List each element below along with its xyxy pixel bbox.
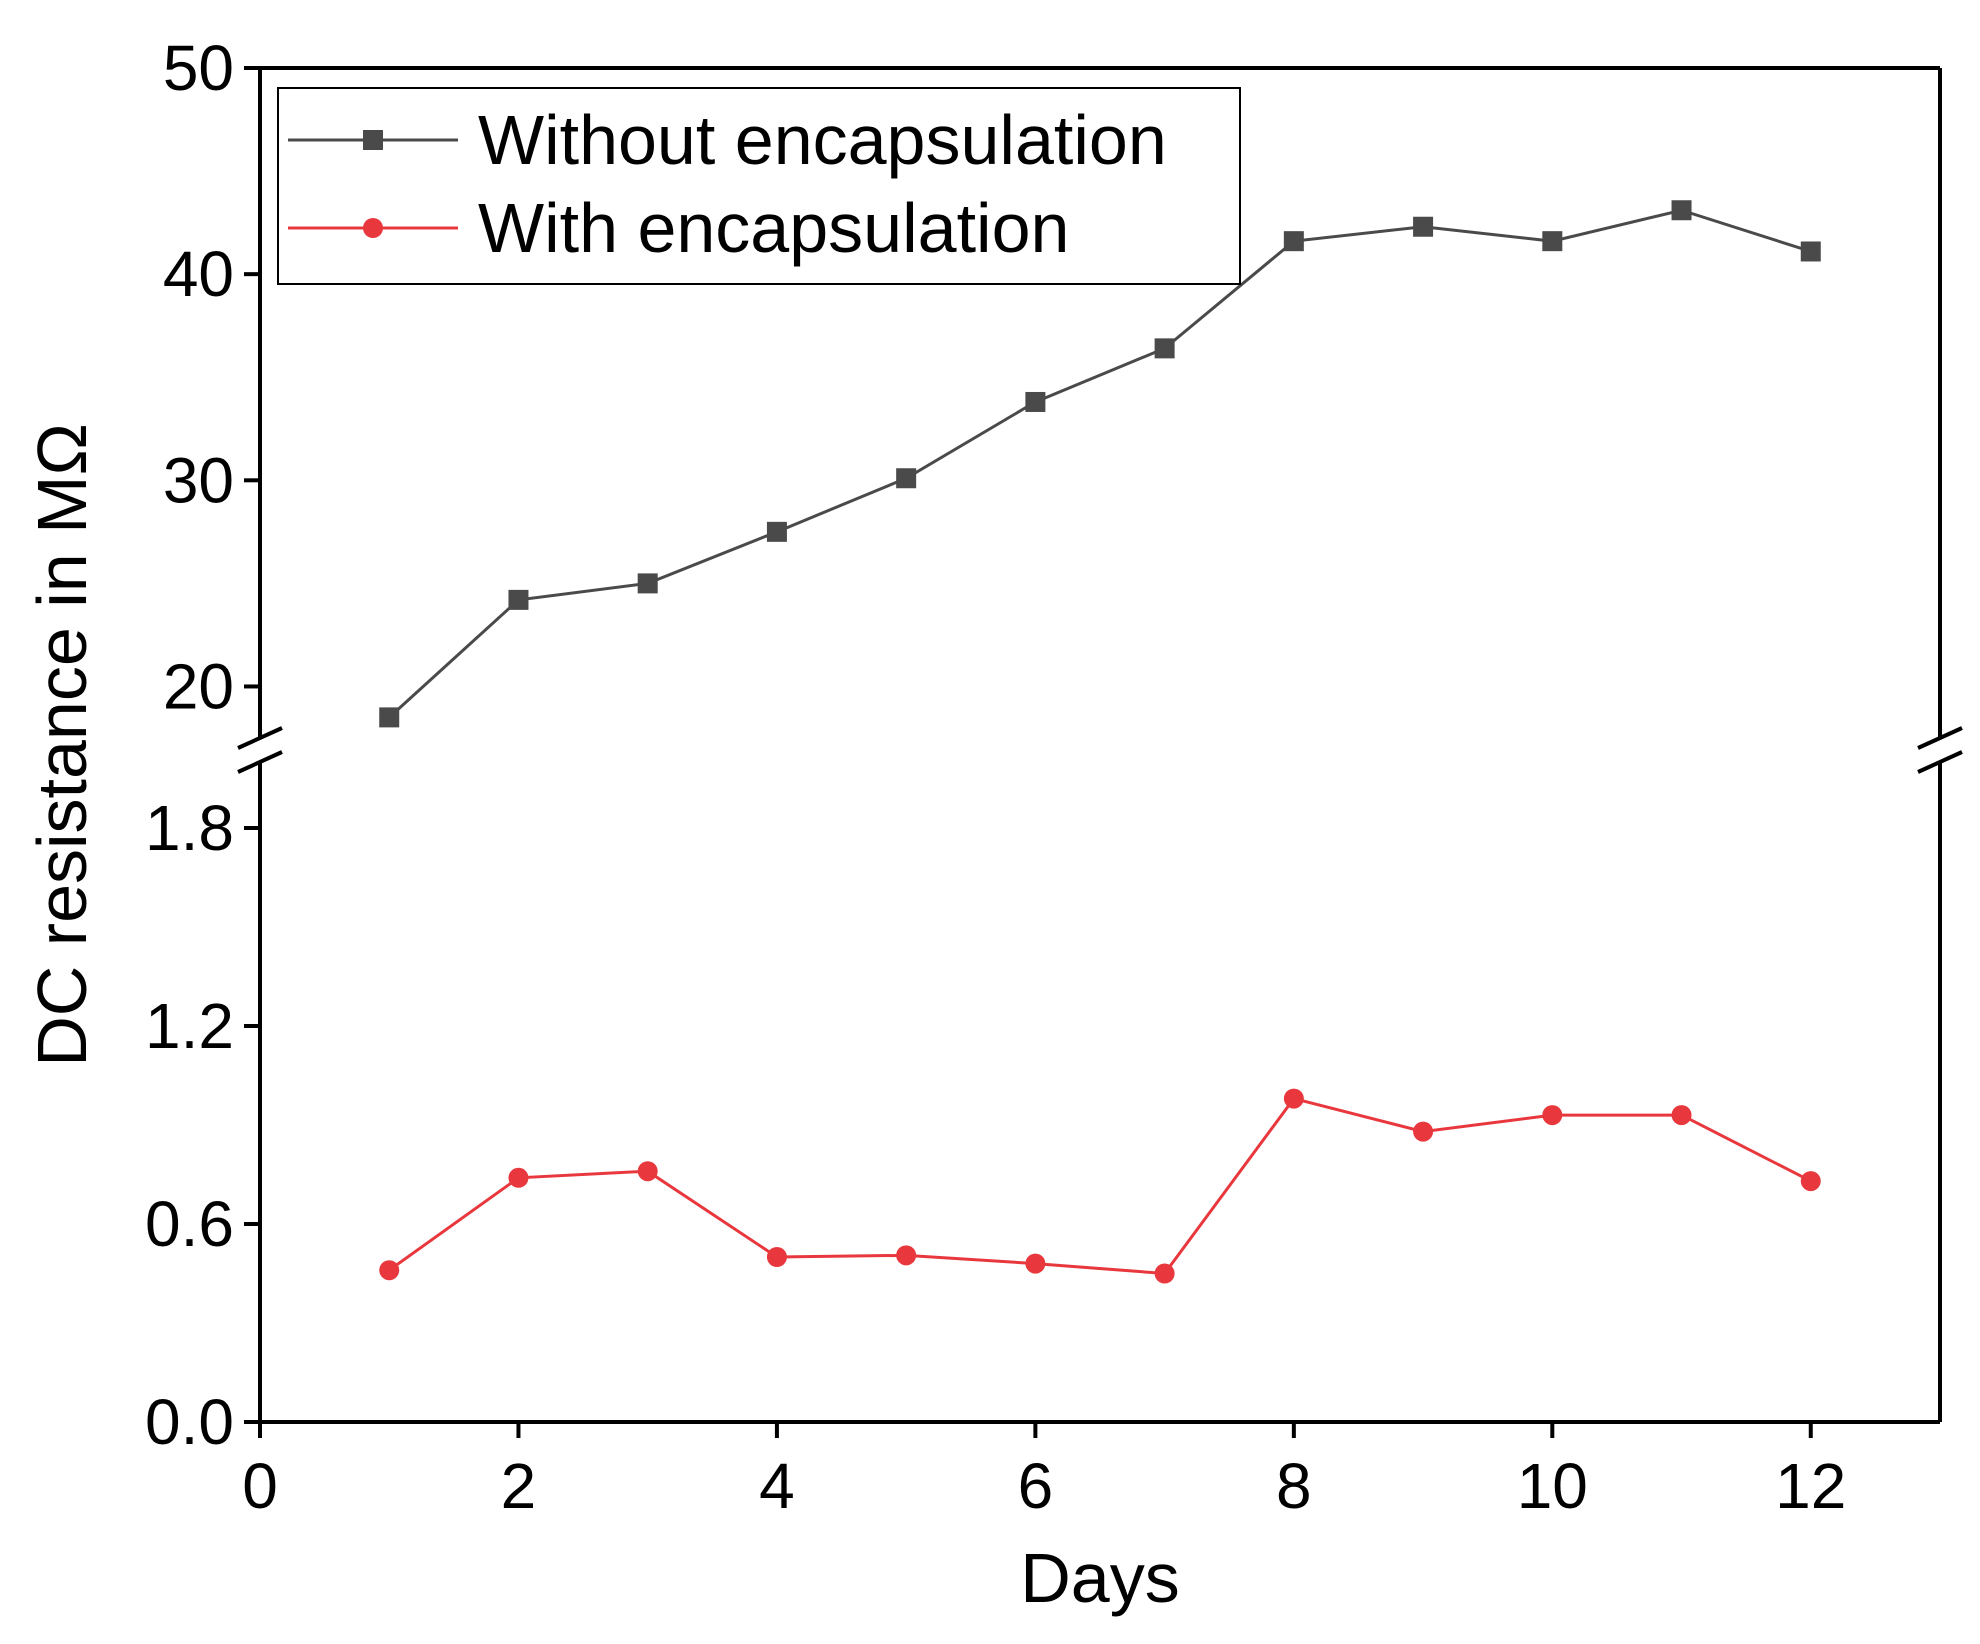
data-point-circle — [637, 1161, 658, 1182]
legend-item: With encapsulation — [288, 189, 1069, 267]
data-point-circle — [766, 1247, 787, 1267]
data-point-square — [508, 589, 529, 610]
legend-item: Without encapsulation — [288, 101, 1167, 179]
y-tick-label: 40 — [163, 238, 234, 310]
y-tick-label: 0.0 — [145, 1386, 234, 1458]
data-point-circle — [1025, 1253, 1046, 1274]
x-tick-label: 0 — [242, 1450, 278, 1522]
y-axis-title: DC resistance in MΩ — [23, 423, 101, 1067]
legend: Without encapsulation With encapsulation — [277, 87, 1241, 285]
series-without-encapsulation — [379, 200, 1821, 728]
data-point-circle — [1542, 1105, 1563, 1126]
data-point-circle — [1413, 1121, 1434, 1142]
legend-marker-square — [363, 130, 383, 150]
data-point-circle — [1283, 1088, 1304, 1109]
axis-break-mark — [1917, 726, 1963, 750]
y-tick-label: 1.2 — [145, 990, 234, 1062]
y-tick-label: 20 — [163, 650, 234, 722]
data-point-circle — [379, 1260, 400, 1281]
legend-marker-circle — [363, 218, 383, 238]
legend-label: With encapsulation — [478, 189, 1069, 267]
axis-break-mark — [1917, 750, 1963, 774]
data-point-square — [766, 521, 787, 542]
y-tick-label: 30 — [163, 444, 234, 516]
y-tick-label: 50 — [163, 32, 234, 104]
data-point-circle — [508, 1167, 529, 1188]
x-tick-label: 4 — [759, 1450, 795, 1522]
series-line — [388, 1096, 1812, 1276]
data-point-circle — [1671, 1105, 1692, 1126]
data-point-square — [1025, 391, 1046, 412]
x-tick-label: 6 — [1018, 1450, 1054, 1522]
data-point-square — [637, 573, 658, 594]
x-tick-label: 2 — [501, 1450, 537, 1522]
x-axis-title: Days — [1020, 1539, 1179, 1617]
data-point-circle — [1154, 1263, 1175, 1284]
axes: 0 2 4 6 8 10 12 0.0 0.6 1.2 1.8 20 30 40 50 — [145, 32, 1963, 1522]
data-point-square — [1800, 241, 1821, 262]
data-point-square — [1283, 231, 1304, 252]
data-point-square — [1413, 216, 1434, 237]
legend-box — [277, 87, 1241, 285]
y-tick-label: 0.6 — [145, 1188, 234, 1260]
data-point-circle — [1800, 1171, 1821, 1192]
axis-break-mark — [237, 750, 283, 774]
data-point-square — [1671, 200, 1692, 221]
legend-label: Without encapsulation — [478, 101, 1167, 179]
data-point-square — [896, 468, 917, 489]
data-point-square — [1542, 231, 1563, 252]
x-tick-label: 8 — [1276, 1450, 1312, 1522]
series-with-encapsulation — [379, 1088, 1821, 1284]
x-tick-label: 12 — [1775, 1450, 1846, 1522]
series-line — [388, 208, 1812, 719]
data-point-circle — [896, 1245, 917, 1266]
data-point-square — [379, 707, 400, 728]
x-tick-label: 10 — [1517, 1450, 1588, 1522]
axis-break-mark — [237, 726, 283, 750]
data-series — [379, 200, 1821, 1284]
y-tick-label: 1.8 — [145, 792, 234, 864]
data-point-square — [1154, 338, 1175, 359]
